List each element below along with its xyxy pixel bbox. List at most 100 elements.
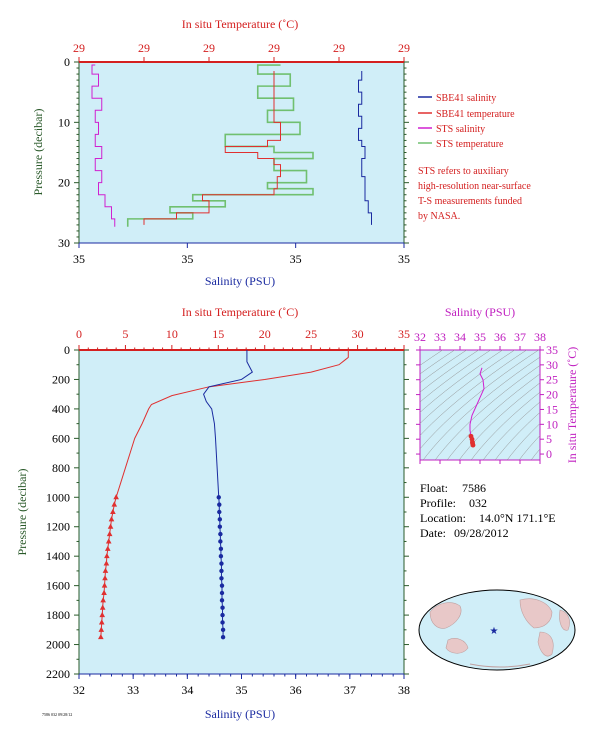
full-profile-top-tick-label: 25 (305, 327, 317, 341)
temperature-marker (100, 597, 106, 603)
temperature-marker (99, 611, 106, 618)
salinity-marker (217, 509, 222, 515)
temperature-marker (98, 619, 105, 625)
series-sts-temperature (126, 64, 314, 227)
float-location-star: ★ (490, 626, 499, 637)
ts-y-tick-label: 5 (546, 432, 552, 446)
temperature-marker (110, 508, 116, 514)
density-contour-line (422, 356, 540, 460)
salinity-marker (217, 524, 223, 529)
temperature-marker (99, 604, 106, 610)
salinity-marker (220, 634, 226, 640)
ts-y-tick-label: 10 (546, 417, 558, 431)
ts-deep-marker (470, 442, 476, 448)
full-profile-y-tick-label: 1000 (46, 490, 70, 504)
full-profile-y-tick-label: 1600 (46, 579, 70, 593)
salinity-marker (217, 502, 222, 507)
date-label: Date: (420, 526, 446, 540)
map-land-asia (429, 602, 462, 629)
legend-entry-sbe41-temperature: SBE41 temperature (436, 109, 515, 120)
ts-y-tick-label: 20 (546, 388, 558, 402)
density-contours (420, 350, 540, 460)
footer-id-text: 7586 032 09/28/12 (42, 712, 72, 717)
full-profile-bottom-tick-label: 36 (290, 683, 302, 697)
temperature-marker (101, 589, 107, 595)
density-contour-line (482, 401, 540, 460)
near-surface-top-tick-label: 29 (398, 41, 410, 55)
near-surface-panel: In situ Temperature (˚C) 29 29 29 29 29 29 35… (31, 17, 410, 288)
full-profile-y-tick-label: 0 (64, 343, 70, 357)
temperature-marker (111, 501, 118, 507)
temperature-marker (104, 552, 110, 559)
note-line-1: STS refers to auxiliary (418, 166, 509, 177)
full-profile-bottom-tick-label: 37 (344, 683, 356, 697)
full-profile-series (98, 350, 349, 640)
series-sts-salinity (91, 64, 116, 227)
ts-diagram-x-axis-label: Salinity (PSU) (445, 305, 515, 319)
near-surface-top-axis-label: In situ Temperature (˚C) (182, 17, 299, 31)
full-profile-bottom-tick-label: 38 (398, 683, 410, 697)
full-profile-top-tick-label: 35 (398, 327, 410, 341)
full-profile-top-axis-label: In situ Temperature (˚C) (182, 305, 299, 319)
ts-y-tick-label: 35 (546, 343, 558, 357)
density-contour-line (420, 350, 516, 424)
near-surface-top-tick-label: 29 (138, 41, 150, 55)
ts-diagram-series (468, 367, 485, 448)
full-profile-y-tick-label: 2200 (46, 667, 70, 681)
temperature-marker (107, 523, 114, 529)
density-contour-line (420, 350, 444, 366)
full-profile-y-tick-label: 1800 (46, 608, 70, 622)
salinity-marker (216, 495, 221, 500)
profile-label: Profile: (420, 496, 456, 510)
near-surface-bottom-tick-label: 35 (290, 252, 302, 266)
legend-entry-sbe41-salinity: SBE41 salinity (436, 93, 496, 104)
temperature-marker (103, 560, 110, 566)
density-contour-line (470, 391, 540, 460)
density-contour-line (518, 435, 540, 460)
full-profile-top-tick-labels: 0 5 10 15 20 25 30 35 (76, 327, 410, 350)
full-profile-plot-area (78, 349, 405, 675)
density-contour-line (506, 423, 540, 460)
near-surface-top-tick-labels: 29 29 29 29 29 29 (73, 41, 410, 62)
salinity-marker (217, 517, 223, 522)
density-contour-line (420, 350, 492, 403)
ts-y-tick-label: 30 (546, 358, 558, 372)
note-line-3: T-S measurements funded (418, 196, 522, 207)
map-land-south-america (537, 631, 554, 657)
full-profile-top-tick-label: 20 (259, 327, 271, 341)
salinity-marker (219, 583, 225, 588)
ts-x-tick-label: 38 (534, 330, 546, 344)
density-contour-line (420, 350, 468, 384)
full-profile-y-tick-labels: 0 200 400 600 800 1000 1200 1400 1600 1800 2000 220… (46, 343, 409, 681)
near-surface-top-tick-label: 29 (73, 41, 85, 55)
density-contour-line (420, 350, 480, 393)
temperature-marker (106, 530, 113, 537)
density-contour-line (420, 350, 528, 436)
temperature-marker (104, 545, 111, 551)
world-map: ★ (418, 589, 576, 671)
full-profile-bottom-tick-label: 33 (127, 683, 139, 697)
salinity-marker (219, 590, 225, 596)
full-profile-bottom-tick-label: 35 (236, 683, 248, 697)
full-profile-bottom-tick-labels: 32 33 34 35 36 37 38 (73, 674, 410, 697)
salinity-marker (218, 553, 224, 559)
salinity-marker (218, 546, 224, 552)
near-surface-bottom-tick-labels: 35 35 35 35 (73, 243, 410, 266)
near-surface-bottom-tick-label: 35 (73, 252, 85, 266)
note-line-4: by NASA. (418, 211, 460, 222)
map-land-australia (445, 638, 469, 654)
float-value: 7586 (462, 481, 486, 495)
salinity-marker (219, 598, 225, 603)
salinity-marker (220, 612, 225, 618)
profile-value: 032 (469, 496, 487, 510)
ts-y-tick-label: 25 (546, 373, 558, 387)
near-surface-top-tick-label: 29 (333, 41, 345, 55)
density-contour-line (530, 448, 540, 460)
full-profile-top-tick-label: 0 (76, 327, 82, 341)
salinity-marker (218, 531, 223, 537)
near-surface-top-tick-label: 29 (203, 41, 215, 55)
date-value: 09/28/2012 (454, 526, 509, 540)
full-profile-y-tick-label: 1200 (46, 520, 70, 534)
full-profile-y-tick-label: 1400 (46, 549, 70, 563)
salinity-marker (219, 561, 224, 566)
